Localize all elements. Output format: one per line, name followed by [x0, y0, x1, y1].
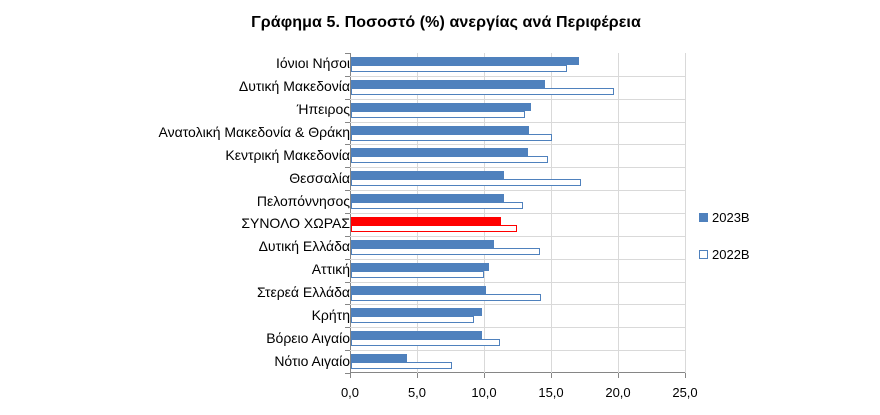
category-label: Ανατολική Μακεδονία & Θράκη: [158, 124, 350, 140]
x-tick: [551, 373, 552, 378]
gridline-horizontal: [350, 190, 685, 191]
category-label: Δυτική Μακεδονία: [238, 78, 350, 94]
bar-2022: [351, 88, 614, 95]
bar-2023: [351, 240, 495, 248]
legend-label: 2022Β: [712, 246, 750, 262]
plot-area: [345, 53, 686, 378]
bar-2023: [351, 308, 483, 316]
category-label: Νότιο Αιγαίο: [274, 353, 350, 369]
y-tick: [345, 213, 350, 214]
bar-2023: [351, 217, 502, 225]
bar-2023: [351, 331, 483, 339]
y-tick: [345, 144, 350, 145]
gridline-horizontal: [350, 167, 685, 168]
y-tick: [345, 350, 350, 351]
x-tick: [350, 373, 351, 378]
bar-2023: [351, 57, 579, 65]
y-tick: [345, 282, 350, 283]
bar-2023: [351, 126, 530, 134]
bar-2023: [351, 354, 408, 362]
y-tick: [345, 53, 350, 54]
category-label: Αττική: [311, 261, 350, 277]
y-tick: [345, 190, 350, 191]
category-label: Ιόνιοι Νήσοι: [275, 55, 350, 71]
bar-2022: [351, 271, 484, 278]
chart-title: Γράφημα 5. Ποσοστό (%) ανεργίας ανά Περι…: [251, 14, 641, 31]
category-label: Κρήτη: [311, 307, 350, 323]
legend-swatch-filled-icon: [699, 212, 708, 222]
legend: 2023Β 2022Β: [699, 208, 750, 282]
bar-2022: [351, 362, 452, 369]
x-tick-label: 15,0: [538, 385, 564, 400]
bar-2022: [351, 248, 540, 255]
gridline-horizontal: [350, 259, 685, 260]
category-label: Στερεά Ελλάδα: [256, 284, 350, 300]
legend-item-2022: 2022Β: [699, 245, 750, 263]
bar-2022: [351, 111, 526, 118]
x-tick-label: 5,0: [407, 385, 427, 400]
category-label: ΣΥΝΟΛΟ ΧΩΡΑΣ: [241, 215, 350, 231]
bar-2022: [351, 134, 552, 141]
x-tick-label: 25,0: [672, 385, 698, 400]
y-tick: [345, 236, 350, 237]
x-tick-label: 20,0: [605, 385, 631, 400]
bar-2022: [351, 156, 548, 163]
bar-2022: [351, 225, 518, 232]
x-axis: [350, 372, 685, 373]
gridline-horizontal: [350, 304, 685, 305]
y-tick: [345, 99, 350, 100]
gridline-horizontal: [350, 282, 685, 283]
x-tick: [685, 373, 686, 378]
category-label: Κεντρική Μακεδονία: [225, 147, 350, 163]
y-tick: [345, 76, 350, 77]
bar-2022: [351, 65, 567, 72]
category-label: Ήπειρος: [296, 101, 350, 117]
bar-2023: [351, 171, 504, 179]
y-tick: [345, 373, 350, 374]
category-label: Θεσσαλία: [289, 170, 350, 186]
legend-swatch-outline-icon: [699, 249, 708, 259]
gridline-horizontal: [350, 213, 685, 214]
gridline-horizontal: [350, 76, 685, 77]
bar-2022: [351, 339, 500, 346]
category-label: Πελοπόννησος: [256, 193, 350, 209]
gridline-horizontal: [350, 144, 685, 145]
x-tick: [618, 373, 619, 378]
bar-2023: [351, 148, 528, 156]
x-tick: [484, 373, 485, 378]
legend-label: 2023Β: [712, 209, 750, 225]
bar-2022: [351, 179, 582, 186]
gridline-vertical: [685, 53, 686, 373]
bar-2023: [351, 194, 504, 202]
bar-2022: [351, 202, 523, 209]
legend-item-2023: 2023Β: [699, 208, 750, 226]
bar-2023: [351, 80, 546, 88]
bar-2023: [351, 103, 531, 111]
x-tick-label: 0,0: [340, 385, 360, 400]
y-tick: [345, 167, 350, 168]
gridline-horizontal: [350, 99, 685, 100]
y-tick: [345, 122, 350, 123]
gridline-horizontal: [350, 327, 685, 328]
y-tick: [345, 327, 350, 328]
gridline-horizontal: [350, 236, 685, 237]
category-label: Δυτική Ελλάδα: [258, 238, 350, 254]
y-tick: [345, 259, 350, 260]
x-tick: [417, 373, 418, 378]
bar-2022: [351, 294, 542, 301]
category-label: Βόρειο Αιγαίο: [266, 330, 350, 346]
bar-2023: [351, 286, 487, 294]
y-tick: [345, 304, 350, 305]
gridline-horizontal: [350, 350, 685, 351]
gridline-horizontal: [350, 122, 685, 123]
bar-2023: [351, 263, 490, 271]
x-tick-label: 10,0: [471, 385, 497, 400]
bar-2022: [351, 316, 475, 323]
